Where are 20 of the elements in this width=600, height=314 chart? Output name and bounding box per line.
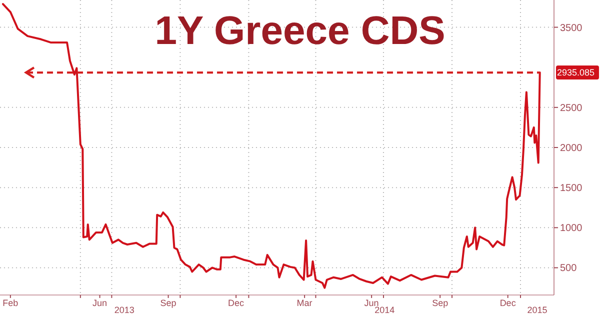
x-tick-label: Dec — [500, 298, 516, 308]
text: 2015 — [527, 305, 548, 314]
chart-title: 1Y Greece CDS — [154, 9, 446, 53]
x-tick-label: Mar — [296, 298, 312, 308]
y-tick-label: 2000 — [560, 143, 583, 154]
y-tick-label: 3500 — [560, 22, 583, 34]
text: 2014 — [374, 305, 395, 314]
line-series — [2, 3, 541, 289]
x-tick-label: Sep — [432, 298, 448, 308]
x-tick-label: Feb — [2, 298, 18, 308]
x-tick-label: Sep — [160, 298, 176, 308]
y-tick-label: 500 — [560, 263, 578, 274]
annotation: 2935.085 — [557, 68, 595, 78]
x-tick-label: Jun — [92, 298, 108, 308]
y-tick-label: 2500 — [560, 102, 583, 114]
y-tick-label: 1000 — [560, 223, 583, 234]
text: 2013 — [114, 305, 134, 314]
y-tick-label: 1500 — [560, 183, 583, 194]
x-tick-label: Jun — [364, 298, 379, 308]
x-tick-label: Dec — [228, 298, 245, 308]
